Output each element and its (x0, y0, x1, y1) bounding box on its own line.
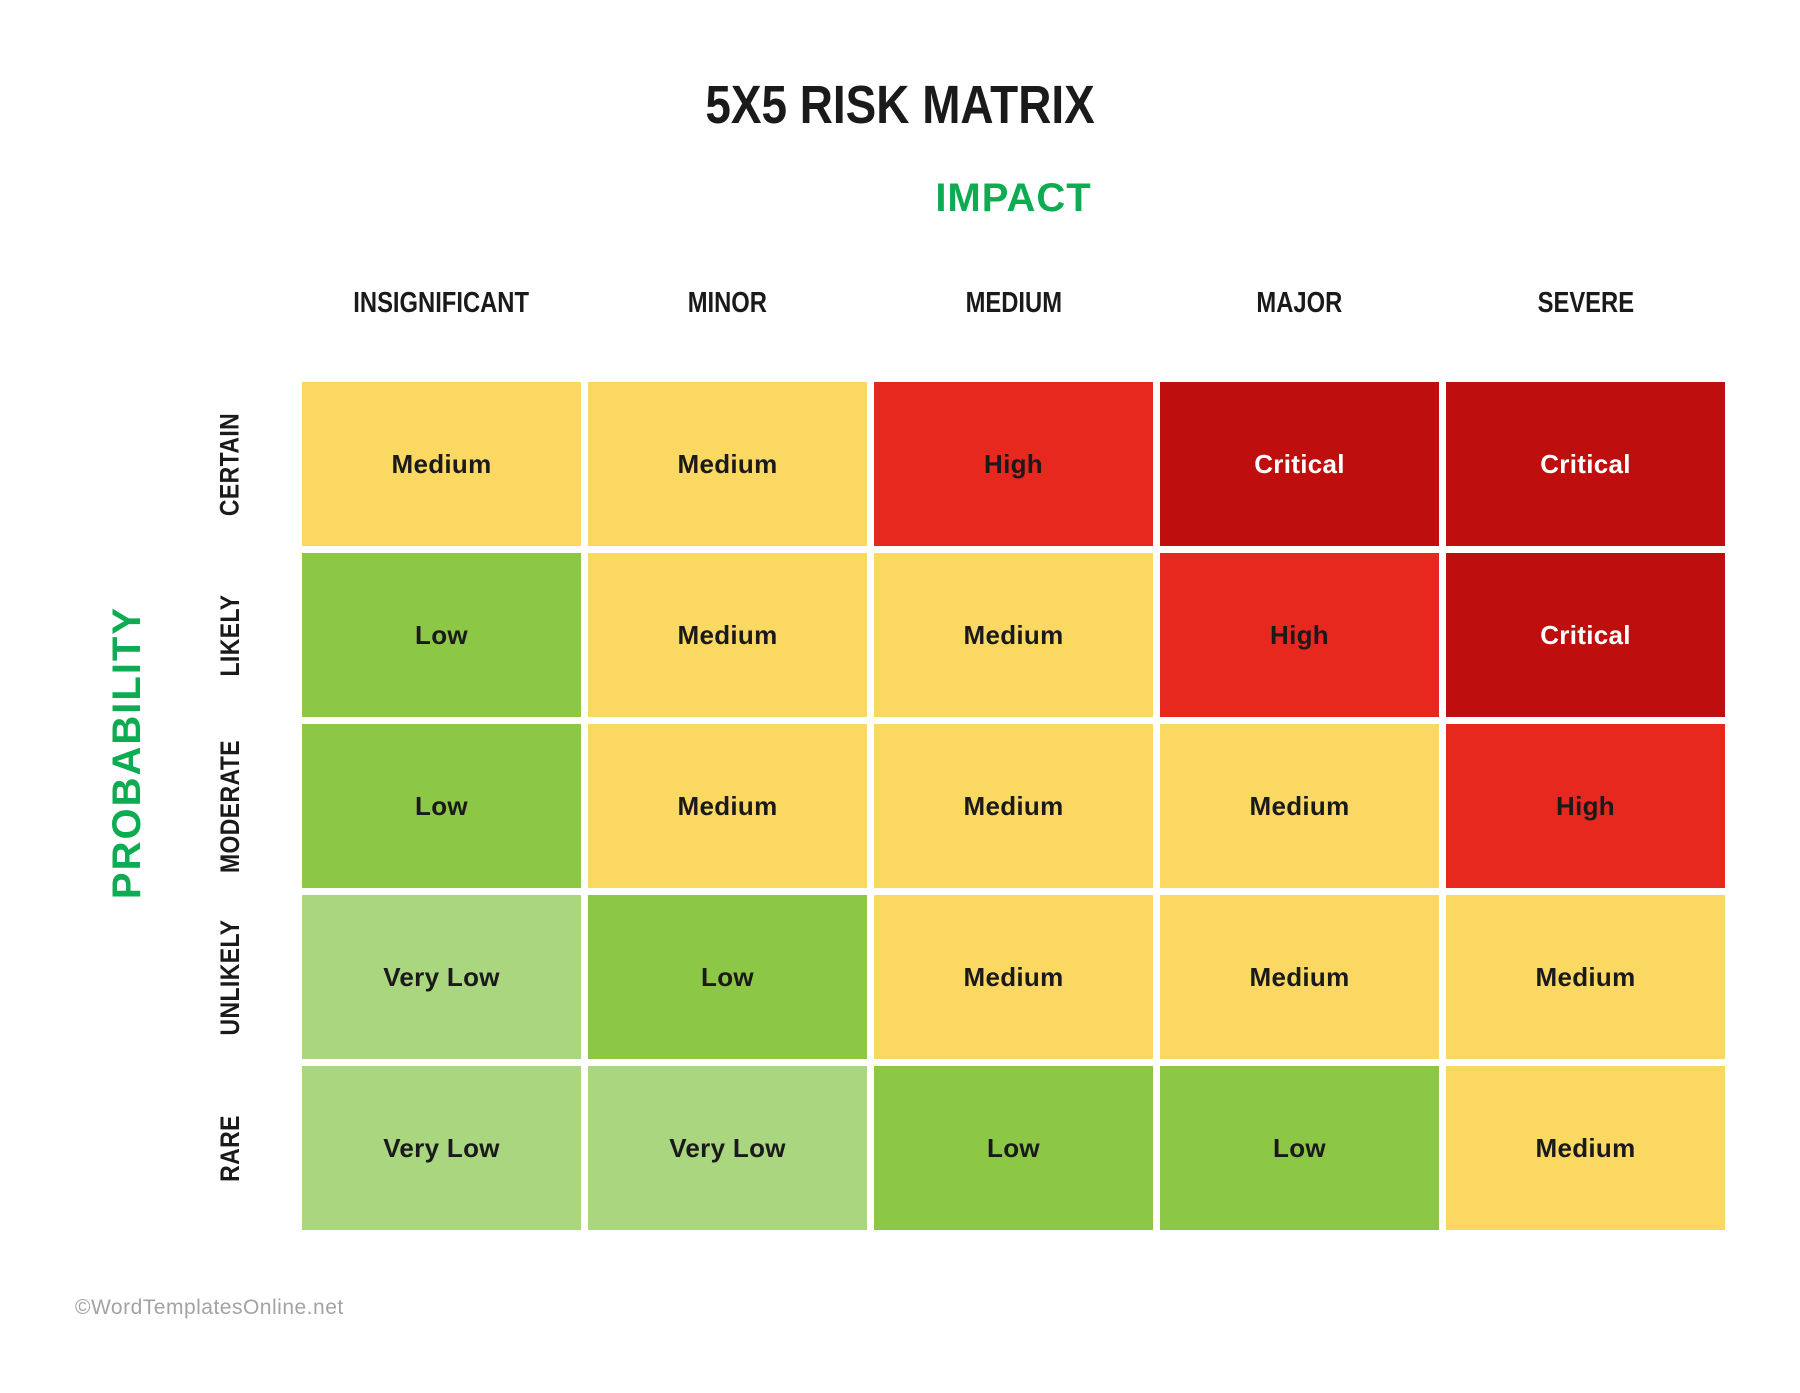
matrix-cell-label: Medium (1535, 961, 1636, 992)
matrix-cell-label: Medium (1535, 1132, 1636, 1163)
matrix-cell-label: Medium (963, 619, 1064, 650)
matrix-cell-label: Critical (1254, 448, 1345, 479)
row-label-text: MODERATE (214, 739, 245, 873)
matrix-cell-label: Medium (963, 790, 1064, 821)
matrix-cell-label: Low (701, 961, 754, 992)
matrix-cell-label: Very Low (383, 961, 500, 992)
matrix-cell-rare-major: Low (1160, 1066, 1439, 1230)
matrix-cell-label: Medium (677, 790, 778, 821)
row-label-text: RARE (214, 1114, 245, 1182)
row-labels: CERTAIN LIKELY MODERATE UNLIKELY RARE (192, 382, 268, 1230)
matrix-cell-likely-minor: Medium (588, 553, 867, 717)
matrix-cell-unlikely-medium: Medium (874, 895, 1153, 1059)
matrix-cell-label: Medium (1249, 790, 1350, 821)
matrix-cell-label: Medium (677, 619, 778, 650)
matrix-cell-certain-major: Critical (1160, 382, 1439, 546)
row-label-text: LIKELY (214, 593, 245, 677)
matrix-cell-label: Low (415, 619, 468, 650)
matrix-cell-rare-minor: Very Low (588, 1066, 867, 1230)
matrix-grid: Medium Medium High Critical Critical Low Mediu… (302, 382, 1725, 1230)
matrix-cell-unlikely-major: Medium (1160, 895, 1439, 1059)
matrix-cell-label: High (1270, 619, 1329, 650)
matrix-cell-moderate-medium: Medium (874, 724, 1153, 888)
matrix-cell-certain-minor: Medium (588, 382, 867, 546)
matrix-cell-moderate-severe: High (1446, 724, 1725, 888)
matrix-cell-label: Very Low (669, 1132, 786, 1163)
matrix-cell-label: Medium (677, 448, 778, 479)
matrix-cell-moderate-insignificant: Low (302, 724, 581, 888)
row-label-moderate: MODERATE (192, 724, 268, 888)
matrix-cell-moderate-major: Medium (1160, 724, 1439, 888)
matrix-cell-label: Medium (963, 961, 1064, 992)
column-header-label: MAJOR (1256, 287, 1343, 319)
matrix-cell-rare-severe: Medium (1446, 1066, 1725, 1230)
row-label-likely: LIKELY (192, 553, 268, 717)
matrix-cell-likely-major: High (1160, 553, 1439, 717)
row-label-certain: CERTAIN (192, 382, 268, 546)
probability-axis-label: PROBABILITY (105, 605, 150, 899)
matrix-cell-moderate-minor: Medium (588, 724, 867, 888)
row-label-text: CERTAIN (214, 412, 245, 516)
column-header-label: MEDIUM (965, 287, 1062, 319)
matrix-cell-certain-severe: Critical (1446, 382, 1725, 546)
column-header-label: INSIGNIFICANT (353, 287, 530, 319)
column-header-medium: MEDIUM (874, 287, 1153, 320)
matrix-cell-likely-severe: Critical (1446, 553, 1725, 717)
column-header-label: MINOR (687, 287, 768, 319)
row-label-unlikely: UNLIKELY (192, 895, 268, 1059)
matrix-cell-label: Critical (1540, 448, 1631, 479)
column-header-label: SEVERE (1537, 287, 1634, 319)
column-header-insignificant: INSIGNIFICANT (302, 287, 581, 320)
matrix-cell-unlikely-severe: Medium (1446, 895, 1725, 1059)
page-title-text: 5X5 RISK MATRIX (705, 75, 1095, 135)
matrix-cell-likely-insignificant: Low (302, 553, 581, 717)
column-header-severe: SEVERE (1446, 287, 1725, 320)
matrix-cell-label: Low (415, 790, 468, 821)
matrix-cell-likely-medium: Medium (874, 553, 1153, 717)
footer-credit: ©WordTemplatesOnline.net (75, 1296, 344, 1319)
matrix-cell-label: High (984, 448, 1043, 479)
matrix-cell-label: Medium (1249, 961, 1350, 992)
matrix-cell-label: Critical (1540, 619, 1631, 650)
matrix-cell-label: Low (1273, 1132, 1326, 1163)
matrix-cell-unlikely-minor: Low (588, 895, 867, 1059)
matrix-cell-label: Low (987, 1132, 1040, 1163)
matrix-cell-certain-insignificant: Medium (302, 382, 581, 546)
column-header-major: MAJOR (1160, 287, 1439, 320)
matrix-cell-label: Medium (391, 448, 492, 479)
page-title: 5X5 RISK MATRIX (0, 78, 1800, 132)
column-header-minor: MINOR (588, 287, 867, 320)
matrix-cell-rare-insignificant: Very Low (302, 1066, 581, 1230)
matrix-cell-unlikely-insignificant: Very Low (302, 895, 581, 1059)
impact-axis-label: IMPACT (935, 176, 1092, 220)
matrix-cell-label: High (1556, 790, 1615, 821)
row-label-rare: RARE (192, 1066, 268, 1230)
matrix-cell-certain-medium: High (874, 382, 1153, 546)
column-headers: INSIGNIFICANT MINOR MEDIUM MAJOR SEVERE (302, 287, 1725, 320)
matrix-cell-label: Very Low (383, 1132, 500, 1163)
matrix-cell-rare-medium: Low (874, 1066, 1153, 1230)
row-label-text: UNLIKELY (214, 918, 245, 1036)
